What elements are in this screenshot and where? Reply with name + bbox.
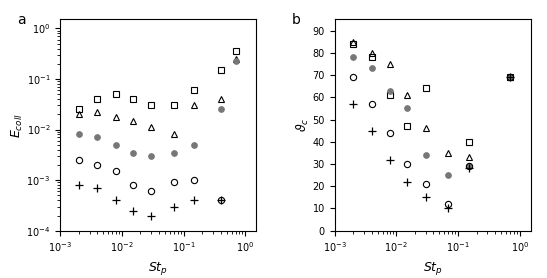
- Y-axis label: $\vartheta_c$: $\vartheta_c$: [295, 118, 311, 132]
- X-axis label: $St_p$: $St_p$: [148, 260, 168, 277]
- Text: b: b: [292, 13, 300, 27]
- X-axis label: $St_p$: $St_p$: [423, 260, 443, 277]
- Y-axis label: $E_{coll}$: $E_{coll}$: [10, 113, 25, 138]
- Text: a: a: [17, 13, 26, 27]
